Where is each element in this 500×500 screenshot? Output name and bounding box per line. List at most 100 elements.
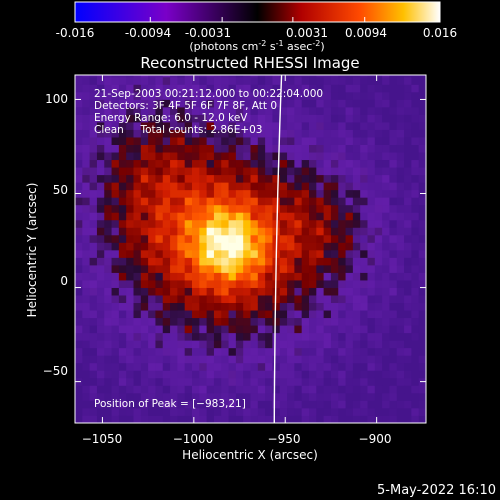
heatmap-cell xyxy=(418,197,426,206)
heatmap-cell xyxy=(265,257,273,266)
heatmap-cell xyxy=(309,355,317,364)
heatmap-cell xyxy=(199,392,208,401)
heatmap-cell xyxy=(338,76,346,85)
heatmap-cell xyxy=(418,182,426,191)
heatmap-cell xyxy=(213,99,222,108)
heatmap-cell xyxy=(155,99,164,108)
heatmap-cell xyxy=(118,106,127,115)
heatmap-cell xyxy=(104,287,112,296)
heatmap-cell xyxy=(316,325,325,334)
heatmap-cell xyxy=(82,385,91,394)
heatmap-cell xyxy=(75,75,83,78)
heatmap-cell xyxy=(111,407,120,416)
heatmap-cell xyxy=(345,91,354,100)
heatmap-cell xyxy=(309,234,317,243)
heatmap-cell xyxy=(96,91,105,100)
heatmap-cell xyxy=(294,370,303,379)
heatmap-cell xyxy=(184,272,193,281)
heatmap-cell xyxy=(199,76,208,85)
heatmap-cell xyxy=(235,370,244,379)
heatmap-cell xyxy=(82,264,91,273)
heatmap-cell xyxy=(352,114,361,123)
heatmap-cell xyxy=(89,280,98,288)
heatmap-cell xyxy=(279,174,288,183)
heatmap-cell xyxy=(82,295,91,304)
heatmap-cell xyxy=(206,137,215,145)
heatmap-cell xyxy=(148,189,156,198)
heatmap-cell xyxy=(323,362,332,371)
heatmap-cell xyxy=(228,415,237,423)
heatmap-cell xyxy=(184,257,193,266)
heatmap-cell xyxy=(360,325,368,334)
heatmap-cell xyxy=(148,152,156,161)
y-tick-label: 100 xyxy=(45,92,68,106)
heatmap-cell xyxy=(323,392,332,401)
heatmap-cell xyxy=(309,310,317,319)
heatmap-cell xyxy=(177,317,186,326)
heatmap-cell xyxy=(287,242,295,251)
heatmap-cell xyxy=(389,84,398,93)
heatmap-cell xyxy=(192,287,200,296)
heatmap-cell xyxy=(199,400,208,409)
heatmap-cell xyxy=(75,227,83,236)
heatmap-cell xyxy=(367,189,376,198)
heatmap-cell xyxy=(389,272,398,281)
heatmap-cell xyxy=(140,114,149,123)
heatmap-cell xyxy=(338,242,346,251)
heatmap-cell xyxy=(250,144,259,153)
heatmap-cell xyxy=(287,370,295,379)
heatmap-cell xyxy=(133,385,142,394)
heatmap-cell xyxy=(118,355,127,364)
heatmap-cell xyxy=(287,325,295,334)
heatmap-cell xyxy=(213,182,222,191)
heatmap-cell xyxy=(104,264,112,273)
heatmap-cell xyxy=(250,310,259,319)
heatmap-cell xyxy=(148,122,156,130)
heatmap-cell xyxy=(118,91,127,100)
heatmap-cell xyxy=(104,167,112,176)
heatmap-cell xyxy=(301,129,310,138)
heatmap-cell xyxy=(111,129,120,138)
heatmap-cell xyxy=(177,295,186,304)
heatmap-cell xyxy=(374,84,383,93)
heatmap-cell xyxy=(309,264,317,273)
heatmap-cell xyxy=(213,415,222,423)
heatmap-cell xyxy=(338,249,346,258)
heatmap-cell xyxy=(345,340,354,349)
heatmap-cell xyxy=(96,75,105,78)
heatmap-cell xyxy=(382,287,390,296)
heatmap-cell xyxy=(177,152,186,161)
heatmap-cell xyxy=(133,415,142,423)
heatmap-cell xyxy=(170,287,178,296)
heatmap-cell xyxy=(309,332,317,341)
heatmap-cell xyxy=(352,227,361,236)
heatmap-cell xyxy=(323,129,332,138)
heatmap-cell xyxy=(206,234,215,243)
heatmap-cell xyxy=(213,84,222,93)
heatmap-cell xyxy=(257,347,266,356)
heatmap-cell xyxy=(170,219,178,228)
heatmap-cell xyxy=(162,122,171,130)
heatmap-cell xyxy=(382,302,390,311)
heatmap-cell xyxy=(140,302,149,311)
heatmap-cell xyxy=(294,91,303,100)
heatmap-cell xyxy=(133,302,142,311)
heatmap-cell xyxy=(96,84,105,93)
heatmap-cell xyxy=(82,317,91,326)
heatmap-cell xyxy=(323,370,332,379)
heatmap-cell xyxy=(352,242,361,251)
heatmap-cell xyxy=(272,362,281,371)
heatmap-cell xyxy=(338,159,346,168)
heatmap-cell xyxy=(206,392,215,401)
heatmap-cell xyxy=(148,159,156,168)
heatmap-cell xyxy=(345,415,354,423)
heatmap-cell xyxy=(162,137,171,145)
heatmap-cell xyxy=(360,174,368,183)
heatmap-cell xyxy=(250,362,259,371)
x-axis-label: Heliocentric X (arcsec) xyxy=(182,448,318,462)
heatmap-cell xyxy=(155,272,164,281)
heatmap-cell xyxy=(360,287,368,296)
heatmap-cell xyxy=(352,347,361,356)
heatmap-cell xyxy=(192,302,200,311)
heatmap-cell xyxy=(389,332,398,341)
